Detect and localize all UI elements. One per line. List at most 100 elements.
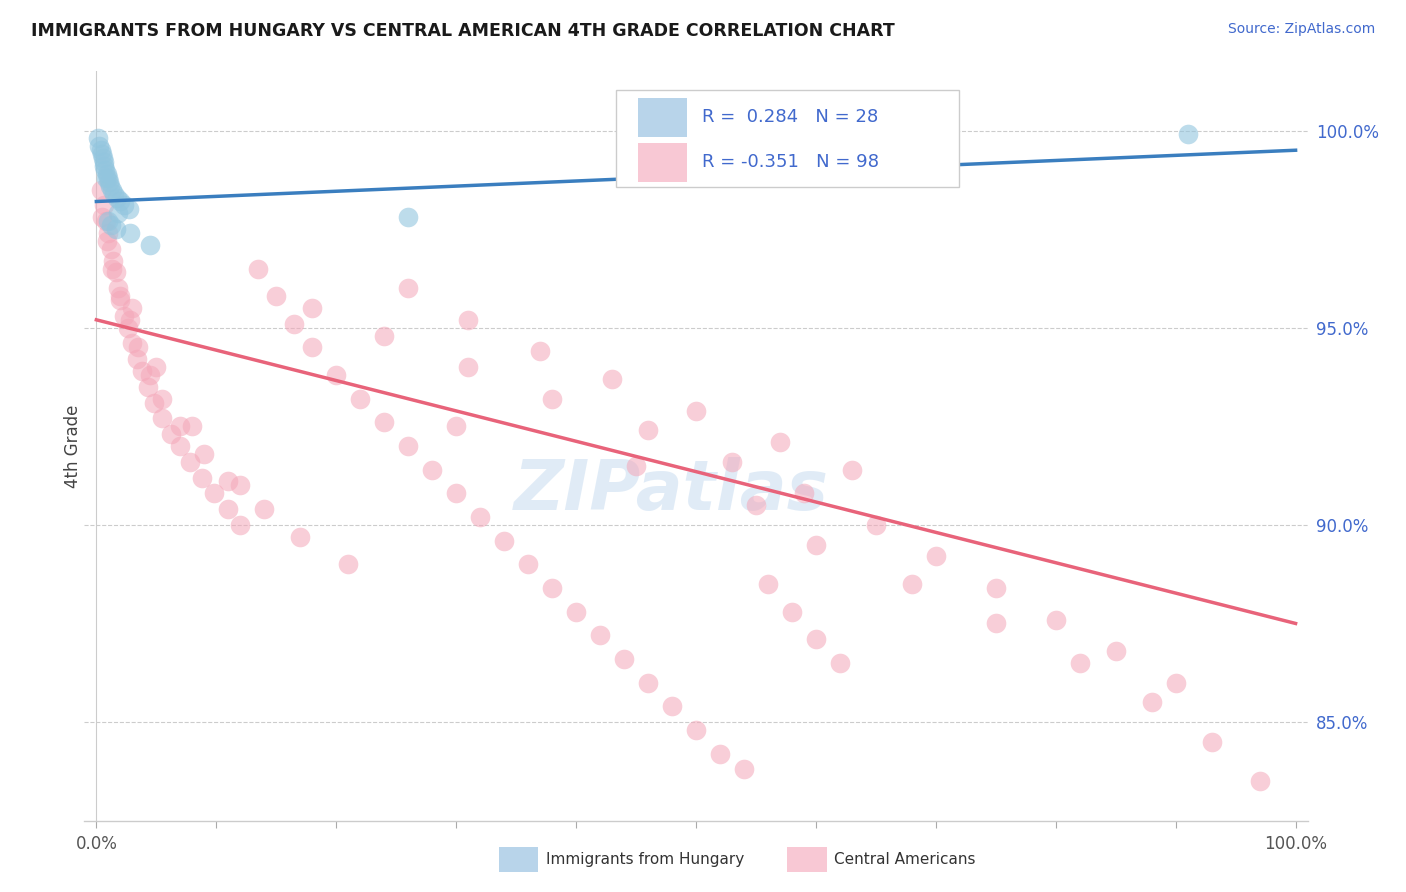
- Point: [841, 463, 863, 477]
- Point: [127, 352, 149, 367]
- Point: [110, 194, 132, 209]
- Point: [301, 340, 323, 354]
- Point: [91, 211, 114, 225]
- Point: [565, 605, 588, 619]
- Point: [118, 226, 141, 240]
- Point: [457, 313, 479, 327]
- Point: [145, 360, 167, 375]
- Point: [229, 478, 252, 492]
- Point: [1201, 735, 1223, 749]
- Point: [349, 392, 371, 406]
- Point: [100, 218, 122, 232]
- Point: [104, 265, 127, 279]
- Y-axis label: 4th Grade: 4th Grade: [65, 404, 82, 488]
- Point: [685, 723, 707, 737]
- Point: [396, 211, 419, 225]
- Point: [793, 486, 815, 500]
- Point: [110, 289, 132, 303]
- Point: [97, 170, 120, 185]
- Point: [97, 214, 120, 228]
- Point: [1140, 695, 1163, 709]
- Point: [600, 372, 623, 386]
- Point: [103, 186, 125, 201]
- Point: [529, 344, 551, 359]
- Bar: [638, 143, 688, 181]
- Text: Immigrants from Hungary: Immigrants from Hungary: [546, 853, 744, 867]
- Point: [169, 439, 191, 453]
- Point: [127, 340, 149, 354]
- Point: [925, 549, 948, 564]
- Point: [1249, 774, 1271, 789]
- Point: [984, 581, 1007, 595]
- Text: Source: ZipAtlas.com: Source: ZipAtlas.com: [1227, 22, 1375, 37]
- Point: [804, 538, 827, 552]
- Point: [637, 675, 659, 690]
- Text: Central Americans: Central Americans: [834, 853, 976, 867]
- Point: [769, 435, 792, 450]
- Point: [1164, 675, 1187, 690]
- Point: [97, 226, 120, 240]
- Point: [93, 159, 115, 173]
- FancyBboxPatch shape: [616, 90, 959, 187]
- Point: [290, 530, 312, 544]
- Point: [179, 455, 201, 469]
- Text: R = -0.351   N = 98: R = -0.351 N = 98: [702, 153, 879, 171]
- Point: [91, 151, 114, 165]
- Point: [96, 167, 118, 181]
- Point: [118, 313, 141, 327]
- Point: [756, 577, 779, 591]
- Point: [121, 301, 143, 315]
- Point: [613, 652, 636, 666]
- Point: [444, 419, 467, 434]
- Point: [494, 533, 516, 548]
- Point: [105, 190, 128, 204]
- Point: [94, 214, 117, 228]
- Point: [1069, 656, 1091, 670]
- Point: [136, 380, 159, 394]
- Point: [193, 447, 215, 461]
- Point: [112, 198, 135, 212]
- Point: [93, 198, 115, 212]
- Point: [828, 656, 851, 670]
- Point: [101, 261, 124, 276]
- Point: [733, 763, 755, 777]
- Point: [264, 289, 287, 303]
- Point: [217, 475, 239, 489]
- Point: [217, 502, 239, 516]
- Point: [396, 281, 419, 295]
- Text: IMMIGRANTS FROM HUNGARY VS CENTRAL AMERICAN 4TH GRADE CORRELATION CHART: IMMIGRANTS FROM HUNGARY VS CENTRAL AMERI…: [31, 22, 894, 40]
- Point: [98, 178, 121, 193]
- Point: [301, 301, 323, 315]
- Point: [1177, 128, 1199, 142]
- Point: [396, 439, 419, 453]
- Point: [90, 143, 112, 157]
- Point: [541, 581, 564, 595]
- Point: [112, 309, 135, 323]
- Point: [780, 605, 803, 619]
- Point: [110, 293, 132, 307]
- Point: [373, 415, 395, 429]
- Point: [121, 336, 143, 351]
- Point: [444, 486, 467, 500]
- Point: [709, 747, 731, 761]
- Point: [804, 632, 827, 647]
- Point: [97, 175, 120, 189]
- Point: [150, 392, 173, 406]
- Point: [984, 616, 1007, 631]
- Point: [202, 486, 225, 500]
- Point: [139, 238, 162, 252]
- Point: [420, 463, 443, 477]
- Point: [87, 131, 110, 145]
- Point: [373, 328, 395, 343]
- Point: [117, 320, 139, 334]
- Point: [191, 470, 214, 484]
- Point: [159, 427, 181, 442]
- Point: [169, 419, 191, 434]
- Point: [96, 234, 118, 248]
- Point: [101, 183, 124, 197]
- Point: [457, 360, 479, 375]
- Point: [94, 170, 117, 185]
- Point: [1105, 644, 1128, 658]
- Point: [118, 202, 141, 217]
- Point: [721, 455, 744, 469]
